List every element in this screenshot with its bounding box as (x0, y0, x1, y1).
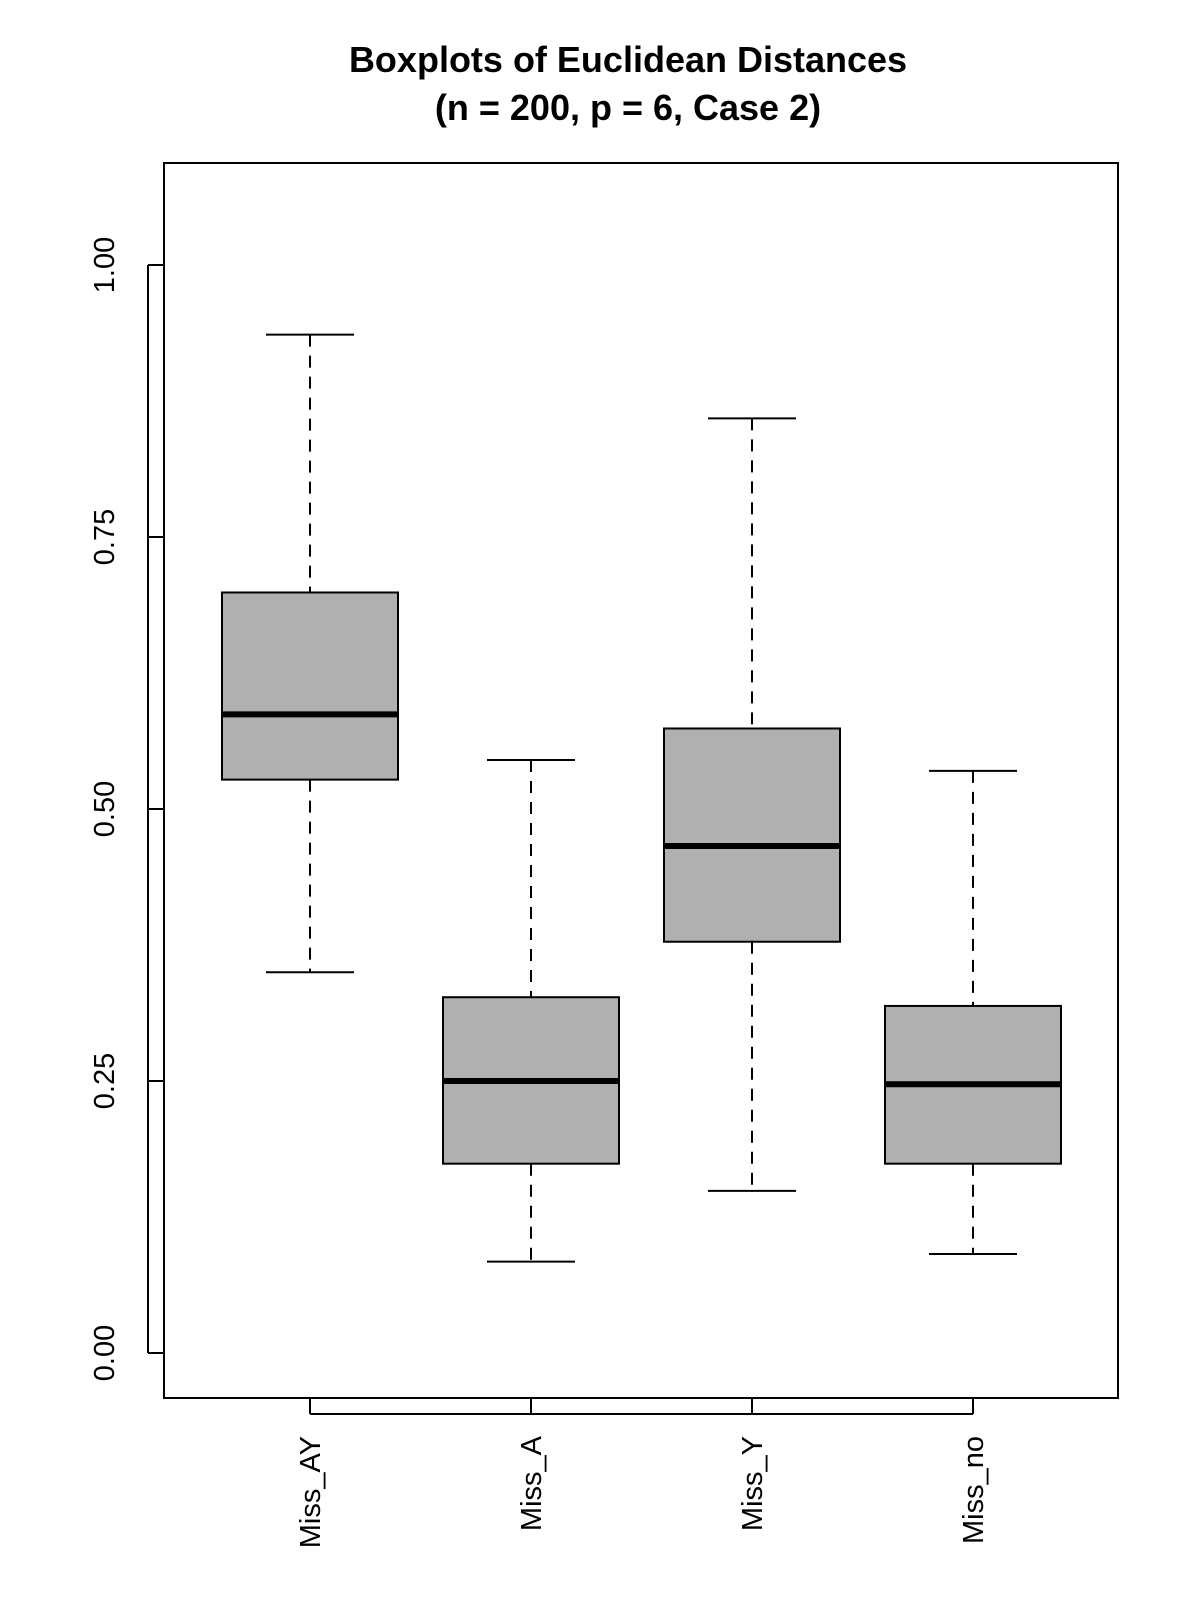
chart-subtitle: (n = 200, p = 6, Case 2) (435, 87, 821, 128)
box-iqr (663, 727, 841, 943)
y-tick-label: 0.50 (89, 781, 121, 837)
y-tick-label: 0.25 (89, 1053, 121, 1109)
x-axis: Miss_AY Miss_A Miss_Y Miss_no (295, 1398, 990, 1548)
y-tick-label: 0.75 (89, 509, 121, 565)
x-tick-label: Miss_no (958, 1436, 990, 1544)
box-group (221, 333, 1062, 1263)
y-axis: 0.00 0.25 0.50 0.75 1.00 (89, 237, 164, 1381)
y-tick-label: 0.00 (89, 1325, 121, 1381)
x-tick-label: Miss_A (516, 1435, 548, 1531)
chart-title: Boxplots of Euclidean Distances (349, 39, 907, 80)
plot-frame (163, 162, 1119, 1399)
box-iqr (221, 591, 399, 781)
y-tick-label: 1.00 (89, 237, 121, 293)
x-tick-label: Miss_Y (737, 1436, 769, 1531)
x-tick-label: Miss_AY (295, 1436, 327, 1548)
